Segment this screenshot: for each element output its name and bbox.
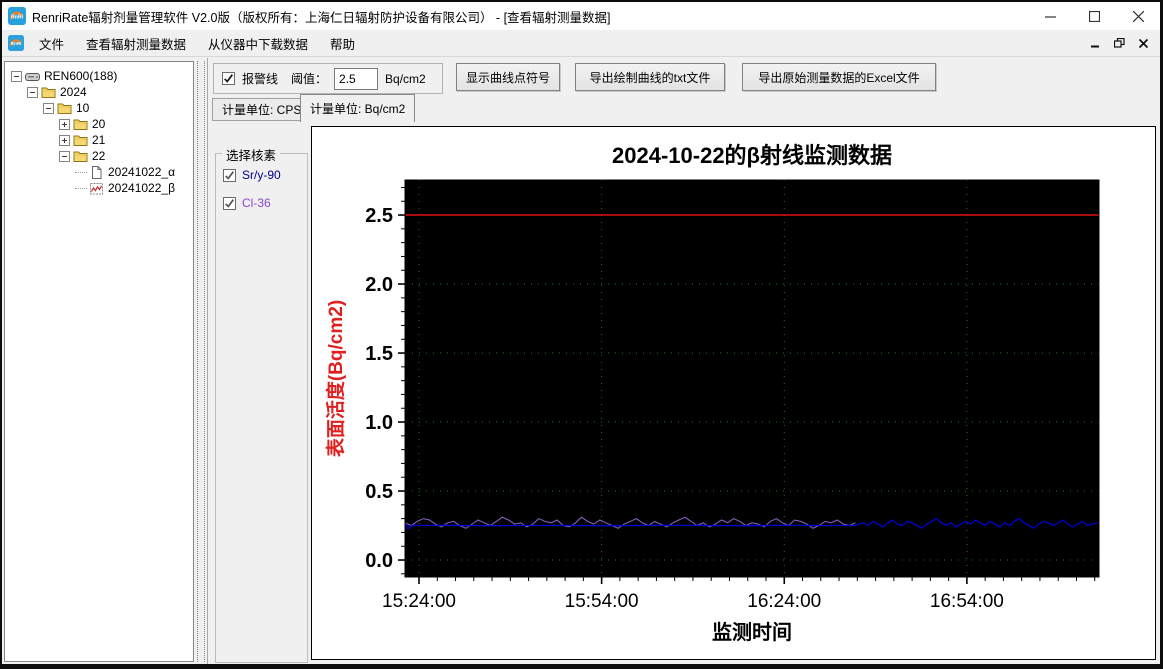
folder-icon — [73, 134, 88, 147]
menu-item-0[interactable]: 文件 — [39, 37, 65, 52]
collapse-minus-icon[interactable] — [43, 102, 54, 114]
maximize-button[interactable] — [1072, 2, 1116, 30]
nuclide-select-groupbox: 选择核素 Sr/y-90 Cl-36 — [215, 145, 308, 663]
show-curve-points-button[interactable]: 显示曲线点符号 — [456, 63, 560, 91]
folder-icon — [73, 150, 88, 163]
tree-item-22[interactable]: 22 — [5, 148, 193, 164]
tab-unit-bqcm2[interactable]: 计量单位: Bq/cm2 — [300, 94, 416, 122]
menu-item-2[interactable]: 从仪器中下载数据 — [208, 37, 309, 52]
tree-item-2024[interactable]: 2024 — [5, 84, 193, 100]
x-tick-label: 16:24:00 — [747, 591, 821, 612]
export-txt-button[interactable]: 导出绘制曲线的txt文件 — [575, 63, 725, 91]
tree-item-21[interactable]: 21 — [5, 132, 193, 148]
mdi-close-button[interactable] — [1139, 38, 1148, 48]
app-icon: RnRi — [8, 7, 26, 25]
tree-item-10[interactable]: 10 — [5, 100, 193, 116]
alarm-line-label: 报警线 — [242, 72, 279, 86]
tree-connector — [75, 187, 87, 189]
folder-icon — [57, 102, 72, 115]
close-button[interactable] — [1116, 2, 1160, 30]
tree-item-label: 20241022_α — [108, 165, 176, 179]
nuclide-row-cl-36: Cl-36 — [223, 196, 307, 210]
svg-text:RnRi: RnRi — [11, 41, 22, 46]
device-icon — [25, 70, 40, 83]
expand-plus-icon[interactable] — [59, 118, 70, 130]
document-icon — [89, 165, 104, 179]
expand-plus-icon[interactable] — [59, 134, 70, 146]
beta-monitoring-chart: 2024-10-22的β射线监测数据 0.0 0.5 1.0 1.5 2.0 2.5 15:2… — [311, 126, 1156, 660]
y-tick-label: 0.5 — [365, 481, 393, 503]
tree-item-label: 2024 — [60, 85, 87, 99]
nuclide-label: Cl-36 — [242, 196, 271, 210]
nuclide-checkbox[interactable] — [223, 168, 236, 182]
tree-item-label: 10 — [76, 101, 90, 115]
title-bar: RnRi RenriRate辐射剂量管理软件 V2.0版（版权所有：上海仁日辐射… — [2, 2, 1160, 30]
chart-title: 2024-10-22的β射线监测数据 — [612, 143, 892, 168]
nuclide-row-sr-y-90: Sr/y-90 — [223, 168, 307, 182]
svg-text:RnRi: RnRi — [11, 15, 24, 21]
tree-item-label: 21 — [92, 133, 106, 147]
x-tick-label: 16:54:00 — [930, 591, 1004, 612]
plot-border — [404, 179, 1100, 578]
tree-item-label: 20 — [92, 117, 106, 131]
y-axis-title: 表面活度(Bq/cm2) — [324, 300, 347, 457]
tree-item-20241022-[interactable]: 20241022_α — [5, 164, 193, 180]
nuclide-groupbox-title: 选择核素 — [222, 145, 281, 164]
device-data-tree: REN600(188) 2024 10 20 21 22 20241022_α 2024102… — [4, 61, 194, 662]
y-tick-label: 0.0 — [365, 550, 393, 572]
plot-area — [405, 180, 1099, 577]
tree-connector — [75, 171, 87, 173]
tree-item-20[interactable]: 20 — [5, 116, 193, 132]
tree-item-20241022-[interactable]: 20241022_β — [5, 180, 193, 196]
x-axis-title: 监测时间 — [712, 621, 792, 644]
nuclide-checkbox[interactable] — [223, 196, 236, 210]
y-tick-label: 2.0 — [365, 274, 393, 296]
menu-bar: RnRi 文件 查看辐射测量数据 从仪器中下载数据 帮助 — [2, 30, 1160, 57]
mdi-restore-button[interactable] — [1114, 38, 1125, 48]
collapse-minus-icon[interactable] — [11, 70, 22, 82]
y-tick-label: 1.0 — [365, 412, 393, 434]
mdi-minimize-button[interactable] — [1091, 39, 1100, 48]
measurement-view-panel: 报警线 阈值： Bq/cm2 显示曲线点符号 导出绘制曲线的txt文件 导出原始… — [207, 58, 1160, 664]
tree-item-label: REN600(188) — [44, 69, 118, 83]
tree-item-label: 20241022_β — [108, 181, 175, 195]
nuclide-label: Sr/y-90 — [242, 168, 281, 182]
tab-unit-cps[interactable]: 计量单位: CPS — [212, 98, 312, 121]
folder-icon — [73, 118, 88, 131]
minimize-button[interactable] — [1028, 2, 1072, 30]
menu-item-1[interactable]: 查看辐射测量数据 — [86, 37, 187, 52]
x-tick-label: 15:24:00 — [382, 591, 456, 612]
y-tick-label: 2.5 — [365, 205, 393, 227]
panel-splitter[interactable] — [197, 61, 205, 662]
main-content: REN600(188) 2024 10 20 21 22 20241022_α 2024102… — [2, 58, 1160, 664]
tree-item-ren600-188-[interactable]: REN600(188) — [5, 68, 193, 84]
y-tick-label: 1.5 — [365, 343, 393, 365]
alarm-line-checkbox[interactable] — [222, 72, 235, 85]
window-title: RenriRate辐射剂量管理软件 V2.0版（版权所有：上海仁日辐射防护设备有… — [32, 10, 611, 25]
x-tick-label: 15:54:00 — [565, 591, 639, 612]
threshold-unit-label: Bq/cm2 — [385, 71, 426, 86]
threshold-input[interactable] — [334, 67, 379, 90]
export-excel-button[interactable]: 导出原始测量数据的Excel文件 — [742, 63, 936, 91]
collapse-minus-icon[interactable] — [59, 150, 70, 162]
threshold-label: 阈值： — [291, 72, 328, 86]
chart-file-icon — [89, 182, 104, 195]
collapse-minus-icon[interactable] — [27, 86, 38, 98]
alarm-line-groupbox: 报警线 阈值： Bq/cm2 — [213, 63, 443, 94]
tree-item-label: 22 — [92, 149, 106, 163]
folder-icon — [41, 86, 56, 99]
mdi-child-icon: RnRi — [8, 35, 24, 51]
series-sr-y-90 — [404, 517, 1098, 531]
menu-item-3[interactable]: 帮助 — [330, 37, 356, 52]
series-cl-36 — [404, 516, 856, 529]
